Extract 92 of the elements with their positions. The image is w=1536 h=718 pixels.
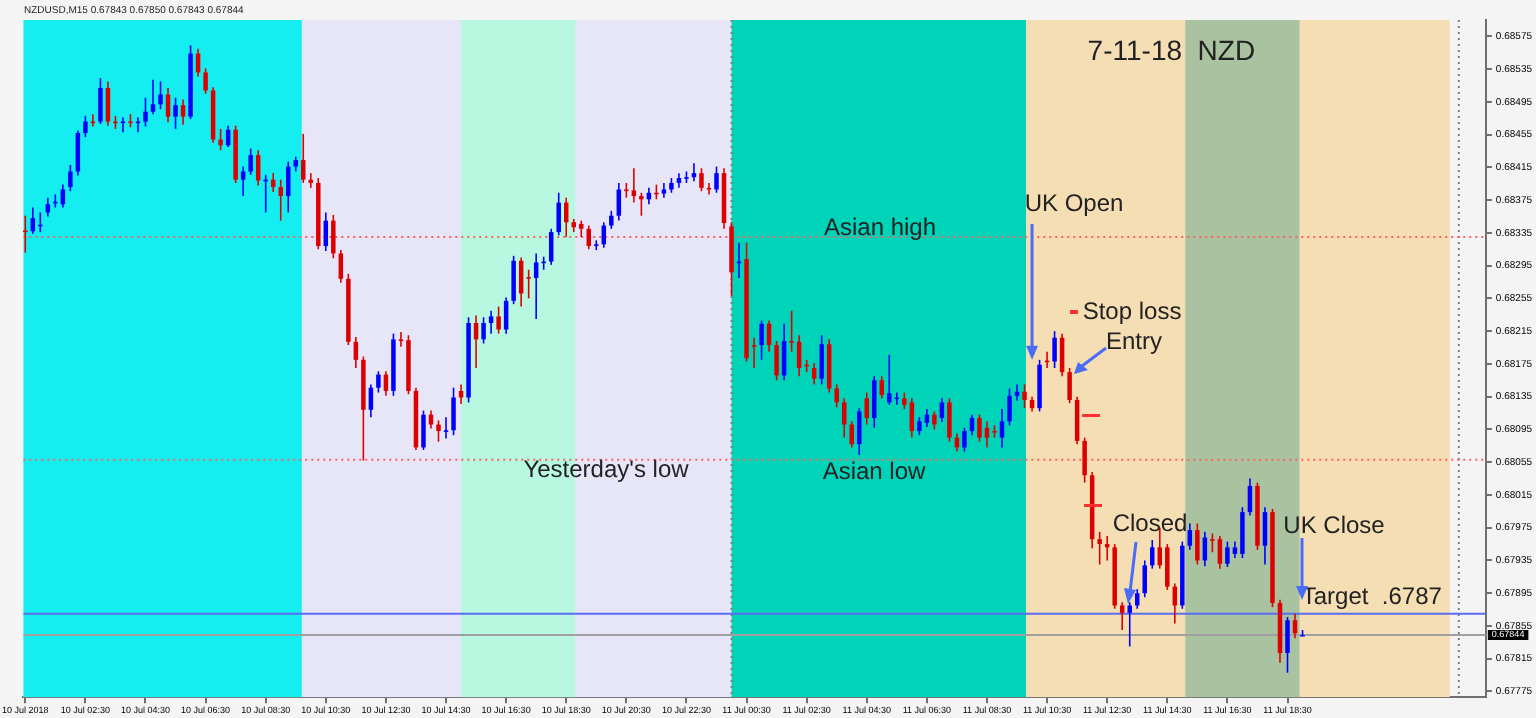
candlestick	[68, 164, 73, 192]
annotation: Asian low	[822, 456, 927, 485]
candlestick	[1127, 601, 1132, 648]
candlestick	[706, 182, 712, 196]
candlestick	[1240, 506, 1245, 559]
candlestick	[481, 316, 486, 345]
candlestick	[639, 191, 644, 217]
ref-line-label: Target .6787	[1301, 582, 1443, 611]
candlestick	[23, 214, 28, 254]
candlestick	[594, 239, 599, 251]
candlestick	[338, 249, 344, 284]
candlestick	[511, 255, 516, 305]
candlestick	[1150, 539, 1155, 570]
candlestick	[932, 410, 937, 431]
candlestick	[503, 296, 509, 335]
annotation: Stop loss	[1082, 296, 1182, 325]
candlestick	[150, 78, 156, 115]
annotation: UK Close	[1283, 510, 1386, 539]
candlestick	[1262, 506, 1268, 566]
candlestick	[240, 165, 246, 197]
candlestick	[105, 80, 111, 127]
candlestick	[421, 409, 426, 451]
candlestick	[849, 420, 854, 449]
candlestick	[173, 96, 178, 130]
candlestick	[999, 408, 1005, 449]
candlestick	[714, 165, 719, 194]
candlestick	[1067, 367, 1072, 405]
candlestick	[526, 268, 531, 300]
candlestick	[984, 420, 990, 449]
candlestick	[218, 128, 223, 151]
candlestick	[451, 386, 456, 436]
candlestick	[548, 228, 554, 266]
candlestick	[609, 210, 614, 230]
candlestick	[864, 391, 870, 426]
candlestick	[729, 221, 734, 297]
candlestick	[1052, 330, 1057, 369]
candlestick	[331, 214, 336, 260]
candlestick	[834, 383, 839, 409]
candlestick	[533, 252, 539, 320]
candlestick	[158, 80, 163, 111]
candlestick	[841, 397, 847, 439]
candlestick	[1007, 387, 1012, 427]
candlestick	[947, 397, 952, 443]
candlestick	[203, 67, 208, 95]
annotation: Closed	[1112, 508, 1188, 537]
candlestick	[443, 416, 449, 440]
candlestick	[939, 397, 945, 423]
candlestick	[1217, 535, 1223, 570]
candlestick	[1165, 543, 1170, 591]
candlestick	[917, 416, 922, 436]
candlestick	[143, 96, 148, 128]
candlestick	[1037, 359, 1042, 413]
candlestick	[879, 375, 885, 400]
candlestick	[83, 115, 88, 138]
candlestick	[428, 409, 434, 430]
candlestick	[436, 419, 441, 443]
candlestick	[1187, 522, 1193, 551]
candlestick	[962, 426, 967, 453]
annotation: Asian high	[823, 212, 937, 241]
candlestick	[488, 309, 494, 335]
candlestick	[631, 167, 637, 204]
candlestick	[811, 362, 817, 386]
candlestick	[556, 191, 561, 237]
annotation: UK Open	[1024, 188, 1124, 217]
candlestick	[1285, 616, 1290, 674]
candlestick	[98, 77, 103, 125]
candlestick	[248, 147, 253, 176]
candlestick	[887, 354, 892, 406]
candlestick	[699, 167, 704, 192]
candlestick	[496, 305, 501, 335]
text: 7-11-18 NZD	[1087, 33, 1256, 66]
candlestick	[278, 178, 283, 222]
candlestick	[1142, 559, 1147, 599]
candlestick	[1225, 540, 1230, 568]
candlestick	[759, 319, 764, 361]
candlestick	[1082, 436, 1087, 484]
candlestick	[180, 98, 186, 126]
candlestick	[1097, 530, 1102, 566]
annotation: Yesterday's low	[523, 454, 690, 483]
candlestick	[1022, 383, 1027, 409]
candlestick	[301, 133, 306, 184]
candlestick	[909, 397, 915, 439]
candlestick	[856, 407, 862, 456]
candlestick	[819, 334, 824, 386]
candlestick	[774, 340, 779, 382]
candlestick	[977, 413, 982, 443]
candlestick	[1119, 601, 1125, 631]
candlestick	[894, 391, 900, 406]
annotation: Entry	[1105, 326, 1163, 355]
candlestick	[1195, 522, 1200, 566]
candlestick	[872, 375, 877, 429]
candlestick	[376, 370, 381, 394]
